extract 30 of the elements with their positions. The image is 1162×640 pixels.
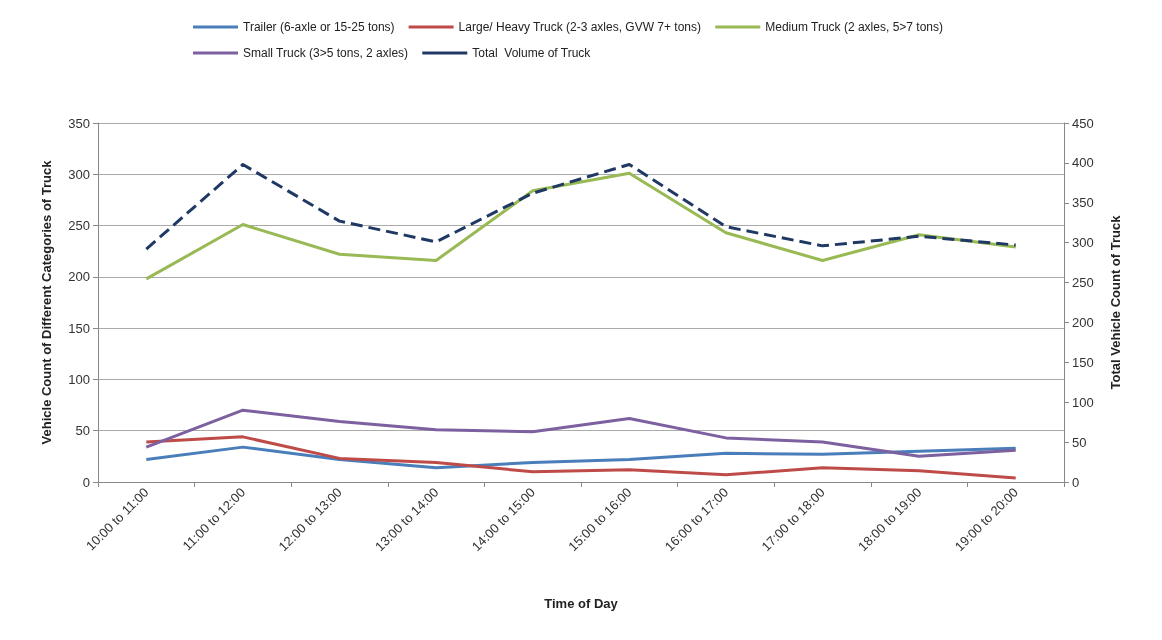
- line-series: [144, 435, 1018, 480]
- line-series: [144, 445, 1018, 470]
- y2-tick-label: 350: [1072, 195, 1094, 211]
- y-tick-label: 0: [82, 474, 90, 490]
- y2-tick-label: 50: [1072, 434, 1087, 450]
- y-axis-title: Vehicle Count of Different Categories of Truck: [39, 159, 54, 445]
- y-tick-label: 300: [68, 166, 90, 182]
- y2-tick-label: 100: [1072, 394, 1094, 410]
- y-tick-label: 350: [68, 115, 90, 131]
- y2-tick-label: 150: [1072, 354, 1094, 370]
- legend-label: Total Volume of Truck: [472, 46, 592, 60]
- y2-tick-label: 0: [1072, 474, 1080, 490]
- line-series: [144, 408, 1018, 458]
- legend-label: Medium Truck (2 axles, 5>7 tons): [765, 20, 943, 34]
- y2-tick-label: 200: [1072, 314, 1094, 330]
- y2-axis-title: Total Vehicle Count of Truck: [1108, 214, 1123, 390]
- y2-tick-label: 250: [1072, 275, 1094, 291]
- legend-label: Small Truck (3>5 tons, 2 axles): [243, 46, 409, 60]
- line-series: [144, 162, 1018, 251]
- y-tick-label: 100: [68, 371, 90, 387]
- y-tick-label: 150: [68, 320, 90, 336]
- legend-label: Trailer (6-axle or 15-25 tons): [243, 20, 395, 34]
- y2-tick-label: 450: [1072, 115, 1094, 131]
- x-axis-title: Time of Day: [544, 596, 619, 611]
- legend-label: Large/ Heavy Truck (2-3 axles, GVW 7+ tons): [458, 20, 702, 34]
- y2-tick-label: 300: [1072, 235, 1094, 251]
- y-tick-label: 50: [75, 423, 90, 439]
- y-tick-label: 250: [68, 218, 90, 234]
- y-tick-label: 200: [68, 269, 90, 285]
- y2-tick-label: 400: [1072, 155, 1094, 171]
